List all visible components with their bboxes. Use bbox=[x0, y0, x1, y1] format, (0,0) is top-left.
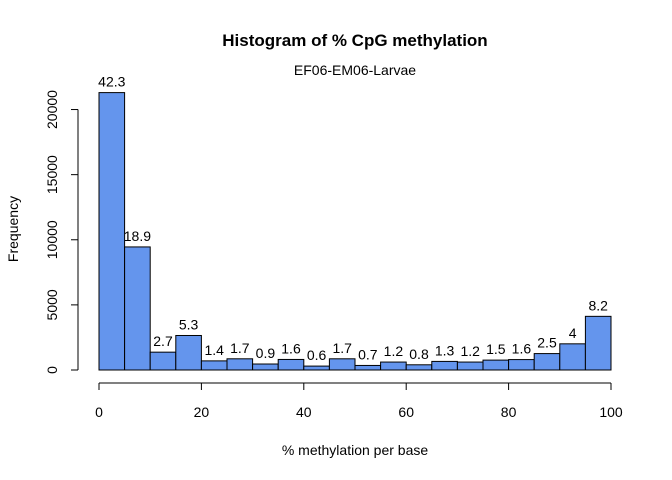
bar-data-label: 1.7 bbox=[332, 340, 352, 356]
bar-data-label: 1.4 bbox=[204, 342, 224, 358]
bar-data-label: 2.7 bbox=[153, 333, 173, 349]
bar-labels-group: 42.3 18.9 2.7 5.3 1.4 1.7 0.9 1.6 0.6 1.7 0.7 1.2 0.… bbox=[98, 74, 608, 363]
y-tick-label: 15000 bbox=[44, 155, 60, 194]
x-tick-label: 0 bbox=[95, 404, 103, 420]
histogram-bar bbox=[277, 358, 305, 371]
histogram-bar bbox=[175, 334, 202, 371]
bar-data-label: 1.6 bbox=[281, 340, 301, 356]
x-tick-label: 40 bbox=[296, 404, 312, 420]
histogram-bar bbox=[124, 246, 151, 371]
x-tick-label: 100 bbox=[599, 404, 623, 420]
bar-data-label: 0.8 bbox=[409, 346, 429, 362]
y-tick-label: 0 bbox=[44, 366, 60, 374]
histogram-bar bbox=[354, 364, 382, 371]
histogram-bar bbox=[98, 92, 126, 371]
bar-data-label: 1.2 bbox=[384, 343, 404, 359]
chart-title: Histogram of % CpG methylation bbox=[222, 31, 487, 50]
histogram-bar bbox=[584, 315, 612, 371]
y-axis: 0 5000 10000 15000 20000 bbox=[44, 90, 79, 374]
histogram-bar bbox=[200, 360, 228, 371]
bar-data-label: 1.3 bbox=[435, 342, 455, 358]
bar-data-label: 8.2 bbox=[588, 297, 608, 313]
bar-data-label: 1.2 bbox=[460, 343, 480, 359]
bar-data-label: 2.5 bbox=[537, 335, 557, 351]
histogram-bar bbox=[456, 361, 484, 371]
x-tick-label: 60 bbox=[398, 404, 414, 420]
bar-data-label: 42.3 bbox=[98, 74, 125, 90]
bar-data-label: 0.9 bbox=[256, 345, 276, 361]
x-tick-label: 80 bbox=[501, 404, 517, 420]
bar-data-label: 0.7 bbox=[358, 346, 378, 362]
chart-subtitle: EF06-EM06-Larvae bbox=[294, 62, 416, 78]
histogram-bar bbox=[380, 361, 407, 371]
histogram-bar bbox=[533, 353, 561, 371]
bar-data-label: 18.9 bbox=[124, 228, 151, 244]
x-axis: 0 20 40 60 80 100 bbox=[95, 382, 623, 420]
histogram-bar bbox=[482, 359, 510, 371]
bar-data-label: 1.5 bbox=[486, 341, 506, 357]
bar-data-label: 5.3 bbox=[179, 316, 199, 332]
y-axis-label: Frequency bbox=[5, 196, 21, 262]
bar-data-label: 4 bbox=[569, 325, 577, 341]
histogram-bar bbox=[405, 364, 433, 371]
y-tick-label: 20000 bbox=[44, 90, 60, 129]
histogram-bar bbox=[328, 358, 356, 371]
y-tick-label: 5000 bbox=[44, 289, 60, 320]
histogram-bar bbox=[252, 363, 279, 371]
histogram-bar bbox=[559, 343, 586, 371]
bars-group bbox=[98, 92, 612, 371]
histogram-bar bbox=[303, 365, 330, 371]
bar-data-label: 0.6 bbox=[307, 347, 327, 363]
bar-data-label: 1.7 bbox=[230, 340, 250, 356]
histogram-bar bbox=[226, 358, 254, 371]
x-axis-label: % methylation per base bbox=[282, 442, 429, 458]
histogram-bar bbox=[149, 351, 177, 371]
x-tick-label: 20 bbox=[194, 404, 210, 420]
histogram-bar bbox=[508, 359, 535, 371]
bar-data-label: 1.6 bbox=[512, 341, 532, 357]
histogram-bar bbox=[431, 360, 458, 371]
y-tick-label: 10000 bbox=[44, 220, 60, 259]
